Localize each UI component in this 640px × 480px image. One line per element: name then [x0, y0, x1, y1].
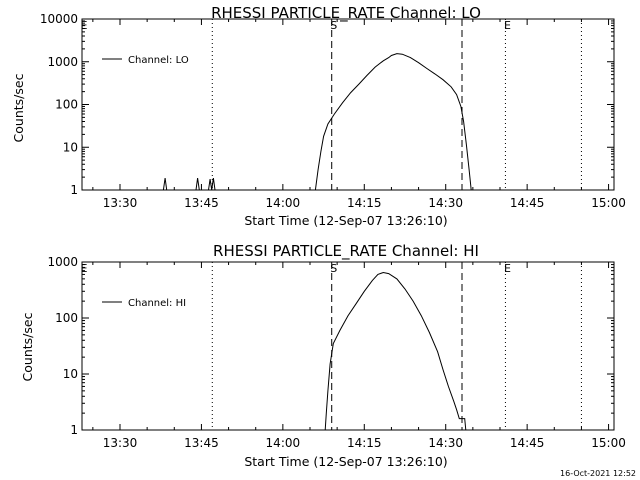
panel-lo-series-line-0 — [162, 53, 472, 191]
panel-hi-x-axis-title: Start Time (12-Sep-07 13:26:10) — [244, 454, 447, 469]
footer-timestamp: 16-Oct-2021 12:52 — [560, 469, 636, 478]
panel-hi-x-tick-label-4: 14:30 — [428, 436, 463, 450]
panel-lo: RHESSI PARTICLE_RATE Channel: LO Start T… — [11, 4, 626, 228]
panel-lo-marker-label-4: E — [504, 19, 511, 32]
panel-lo-title: RHESSI PARTICLE_RATE Channel: LO — [211, 4, 481, 23]
panel-lo-plot-frame — [81, 18, 615, 191]
panel-hi-plot-frame — [81, 261, 615, 431]
panel-lo-x-tick-label-0: 13:30 — [103, 196, 138, 210]
panel-hi-y-tick-label-2: 100 — [55, 311, 78, 325]
panel-lo-x-tick-label-6: 15:00 — [591, 196, 626, 210]
panel-hi-legend-label: Channel: HI — [128, 298, 186, 309]
panel-hi-x-tick-label-5: 14:45 — [510, 436, 545, 450]
panel-hi-y-tick-label-1: 10 — [63, 367, 78, 381]
panel-lo-y-tick-label-4: 10000 — [40, 12, 78, 26]
panel-hi-x-tick-label-1: 13:45 — [184, 436, 219, 450]
panel-hi-x-tick-label-0: 13:30 — [103, 436, 138, 450]
panel-hi: RHESSI PARTICLE_RATE Channel: HI Start T… — [20, 242, 626, 469]
panel-hi-marker-label-0: E — [81, 262, 88, 275]
panel-hi-y-axis-title: Counts/sec — [20, 312, 35, 381]
panel-lo-x-tick-label-2: 14:00 — [266, 196, 301, 210]
panel-hi-x-tick-label-2: 14:00 — [266, 436, 301, 450]
panel-lo-y-tick-label-1: 10 — [63, 140, 78, 154]
panel-lo-legend-label: Channel: LO — [128, 55, 189, 66]
panel-hi-x-tick-label-6: 15:00 — [591, 436, 626, 450]
panel-lo-y-tick-label-2: 100 — [55, 98, 78, 112]
panel-lo-y-axis-title: Counts/sec — [11, 73, 26, 142]
panel-lo-x-tick-label-3: 14:15 — [347, 196, 382, 210]
panel-lo-marker-label-2: S — [330, 19, 337, 32]
panel-hi-title: RHESSI PARTICLE_RATE Channel: HI — [213, 242, 479, 261]
panel-lo-x-tick-label-1: 13:45 — [184, 196, 219, 210]
panel-lo-y-tick-label-0: 1 — [70, 183, 78, 197]
panel-hi-y-tick-label-3: 1000 — [47, 255, 78, 269]
panel-hi-marker-label-4: E — [504, 262, 511, 275]
panel-lo-x-tick-label-4: 14:30 — [428, 196, 463, 210]
panel-hi-series-line-0 — [324, 271, 467, 431]
panel-lo-y-tick-label-3: 1000 — [47, 55, 78, 69]
panel-hi-marker-label-2: S — [330, 262, 337, 275]
panel-lo-x-tick-label-5: 14:45 — [510, 196, 545, 210]
panel-lo-x-axis-title: Start Time (12-Sep-07 13:26:10) — [244, 213, 447, 228]
panel-hi-x-tick-label-3: 14:15 — [347, 436, 382, 450]
panel-hi-y-tick-label-0: 1 — [70, 423, 78, 437]
